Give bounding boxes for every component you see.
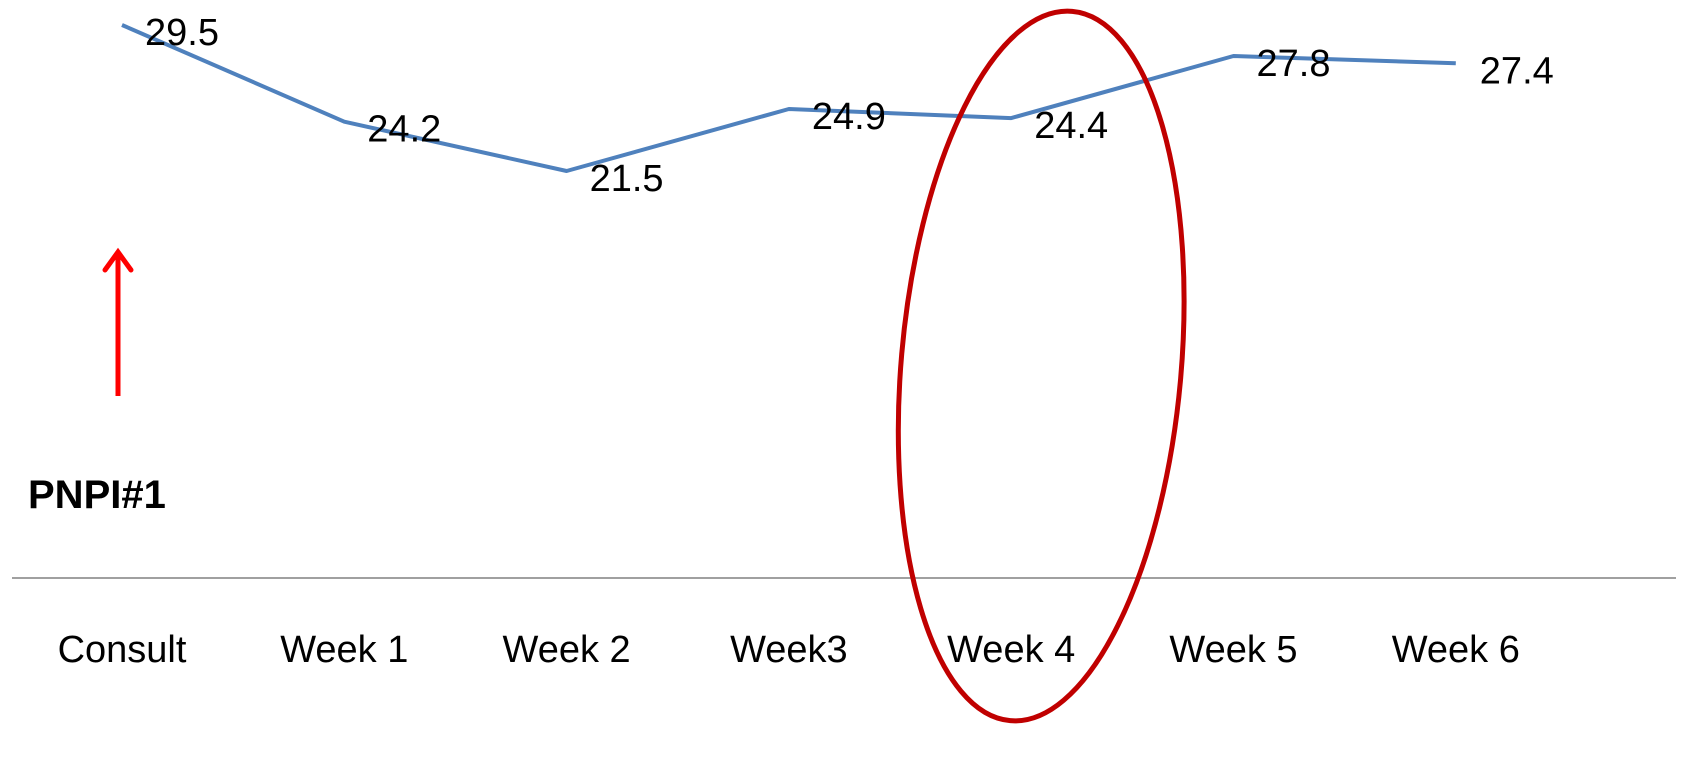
- data-label-2: 21.5: [590, 158, 664, 200]
- series-line: [121, 23, 1456, 173]
- data-label-5: 27.8: [1257, 43, 1331, 85]
- data-label-6: 27.4: [1480, 50, 1554, 92]
- tick-label-6: Week 6: [1392, 629, 1520, 671]
- data-label-3: 24.9: [812, 96, 886, 138]
- tick-label-1: Week 1: [280, 629, 408, 671]
- tick-label-4: Week 4: [947, 629, 1075, 671]
- data-label-4: 24.4: [1034, 105, 1108, 147]
- data-labels: 29.5 24.2 21.5 24.9 24.4 27.8 27.4: [145, 12, 1554, 200]
- highlight-ellipse-week-4: [895, 8, 1187, 724]
- data-label-1: 24.2: [367, 109, 441, 151]
- x-tick-labels: Consult Week 1 Week 2 Week3 Week 4 Week 5 Week…: [58, 629, 1520, 671]
- pnpi-annotation-label: PNPI#1: [28, 473, 166, 517]
- data-label-0: 29.5: [145, 12, 219, 54]
- arrow-head: [102, 247, 134, 273]
- tick-label-3: Week3: [730, 629, 848, 671]
- tick-label-0: Consult: [58, 629, 187, 671]
- tick-label-5: Week 5: [1169, 629, 1297, 671]
- pnpi-arrow: [102, 247, 134, 396]
- tick-label-2: Week 2: [503, 629, 631, 671]
